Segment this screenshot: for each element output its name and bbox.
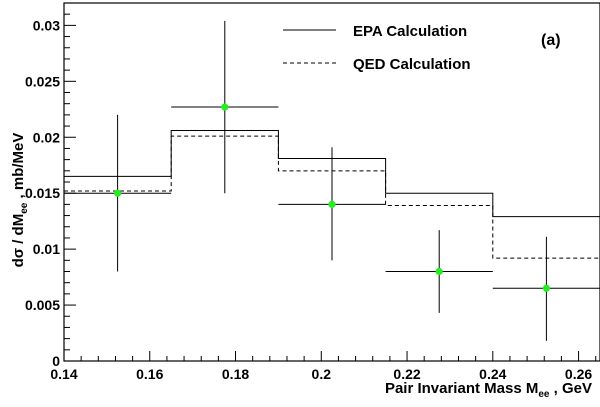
- x-tick-label: 0.2: [312, 366, 332, 382]
- y-tick-label: 0.015: [25, 185, 60, 201]
- y-tick-label: 0.005: [25, 297, 60, 313]
- y-tick-label: 0.025: [25, 73, 60, 89]
- data-marker: [114, 189, 122, 197]
- data-point-3: [278, 147, 386, 261]
- panel-tag: (a): [541, 32, 561, 49]
- data-point-4: [385, 230, 493, 313]
- x-tick-label: 0.22: [393, 366, 420, 382]
- data-marker: [328, 200, 336, 208]
- x-tick-label: 0.14: [50, 366, 77, 382]
- data-point-5: [492, 236, 600, 341]
- x-tick-label: 0.18: [222, 366, 249, 382]
- data-marker: [435, 267, 443, 276]
- y-tick-label: 0: [52, 353, 60, 369]
- axis-ticks: 0.14 0.16 0.18 0.2 0.22 0.24 0.26 0 0.005 0.01 0.0…: [25, 2, 597, 382]
- legend: EPA Calculation QED Calculation: [283, 23, 471, 73]
- y-tick-label: 0.01: [33, 241, 60, 257]
- x-tick-label: 0.24: [479, 366, 506, 382]
- data-points-layer: [64, 20, 600, 341]
- y-tick-label: 0.02: [33, 129, 60, 145]
- y-axis-label: dσ / dMee , mb/MeV: [10, 132, 30, 268]
- data-marker: [542, 284, 551, 292]
- data-point-1: [64, 114, 172, 272]
- data-point-2: [171, 20, 279, 194]
- legend-label-qed: QED Calculation: [353, 56, 471, 73]
- y-tick-label: 0.03: [33, 17, 60, 33]
- x-tick-label: 0.26: [565, 366, 592, 382]
- data-marker: [221, 103, 229, 111]
- x-axis-label: Pair Invariant Mass Mee , GeV: [384, 380, 592, 400]
- x-tick-label: 0.16: [136, 366, 163, 382]
- legend-label-epa: EPA Calculation: [353, 23, 467, 40]
